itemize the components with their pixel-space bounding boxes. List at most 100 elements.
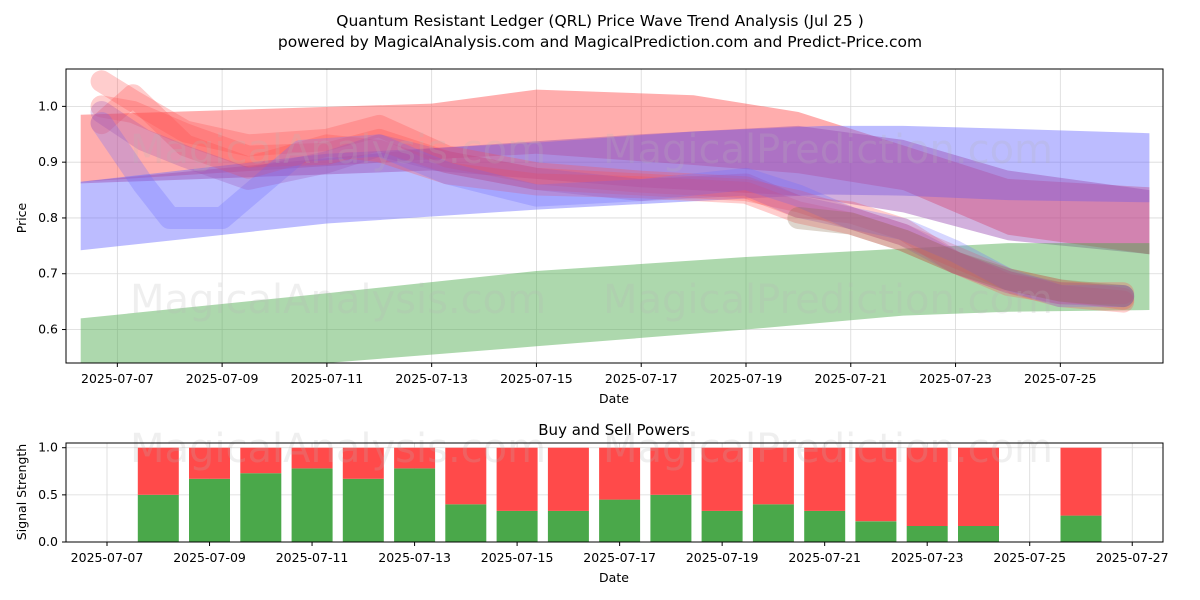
price-x-tick-label: 2025-07-15 <box>500 371 573 386</box>
buy-bar <box>137 494 179 542</box>
signal-plot-frame <box>65 442 1164 543</box>
signal-x-tick-label: 2025-07-15 <box>481 550 554 565</box>
sell-bar <box>906 447 948 526</box>
signal-x-tick-label: 2025-07-09 <box>173 550 246 565</box>
price-x-tick-label: 2025-07-09 <box>186 371 259 386</box>
sell-bar <box>496 447 538 511</box>
signal-y-tick-label: 0.5 <box>38 487 58 502</box>
sell-bar <box>752 447 794 505</box>
chart-title-line2: powered by MagicalAnalysis.com and Magic… <box>278 33 922 51</box>
sell-bar <box>394 447 436 469</box>
buy-bar <box>804 510 846 542</box>
price-x-tick-label: 2025-07-25 <box>1024 371 1097 386</box>
sell-bar <box>804 447 846 511</box>
buy-bar <box>958 526 999 542</box>
price-x-tick-label: 2025-07-21 <box>814 371 887 386</box>
buy-bar <box>445 504 487 542</box>
signal-x-axis: 2025-07-07 2025-07-09 2025-07-11 2025-07-13… <box>71 542 1169 565</box>
buy-bar <box>291 468 333 542</box>
price-bands <box>80 89 1150 363</box>
chart-title-line1: Quantum Resistant Ledger (QRL) Price Wav… <box>336 12 864 30</box>
price-x-tick-label: 2025-07-23 <box>919 371 992 386</box>
price-x-tick-label: 2025-07-19 <box>710 371 783 386</box>
watermark-prediction: MagicalPrediction.com <box>603 127 1053 173</box>
price-grid <box>66 69 1163 363</box>
buy-bar <box>701 510 743 542</box>
price-y-label: Price <box>14 202 29 233</box>
price-chart: MagicalAnalysis.com MagicalPrediction.co… <box>14 68 1164 406</box>
price-waves <box>90 70 1135 313</box>
signal-y-tick-label: 0.0 <box>38 534 58 549</box>
signal-x-tick-label: 2025-07-21 <box>788 550 861 565</box>
price-watermarks: MagicalAnalysis.com MagicalPrediction.co… <box>130 127 1053 323</box>
price-x-tick-label: 2025-07-13 <box>395 371 468 386</box>
price-x-tick-label: 2025-07-11 <box>291 371 364 386</box>
signal-x-tick-label: 2025-07-25 <box>993 550 1066 565</box>
buy-bar <box>752 504 794 542</box>
signal-y-label: Signal Strength <box>14 444 29 540</box>
purple-wave-line <box>90 101 1135 308</box>
signal-x-tick-label: 2025-07-11 <box>276 550 349 565</box>
price-y-tick-label: 0.7 <box>38 266 58 281</box>
buy-bar <box>189 478 230 542</box>
buy-bar <box>650 494 692 542</box>
green-band <box>80 243 1150 363</box>
watermark-analysis: MagicalAnalysis.com <box>130 277 546 323</box>
buy-bar <box>496 510 538 542</box>
price-x-tick-label: 2025-07-17 <box>605 371 678 386</box>
sell-bar <box>650 447 692 495</box>
red-wave-line <box>90 95 1135 310</box>
purple-band <box>80 125 1150 255</box>
price-y-tick-label: 1.0 <box>38 98 58 113</box>
watermark-prediction: MagicalPrediction.com <box>603 277 1053 323</box>
sell-bar <box>137 447 179 495</box>
price-y-axis: 0.6 0.7 0.8 0.9 1.0 <box>38 98 66 337</box>
sell-bar <box>342 447 384 479</box>
buy-bar <box>599 499 641 542</box>
price-x-tick-label: 2025-07-07 <box>81 371 154 386</box>
sell-bar <box>1060 447 1102 516</box>
price-y-tick-label: 0.9 <box>38 154 58 169</box>
signal-bars <box>137 447 1102 542</box>
sell-bar <box>445 447 487 505</box>
watermark-prediction: MagicalPrediction.com <box>603 426 1053 472</box>
signal-y-tick-label: 1.0 <box>38 440 58 455</box>
sell-bar <box>291 447 333 469</box>
blue-band <box>80 125 1150 251</box>
price-y-tick-label: 0.6 <box>38 322 58 337</box>
signal-x-tick-label: 2025-07-07 <box>71 550 144 565</box>
sell-bar <box>189 447 230 479</box>
brown-wave-line <box>787 207 1135 308</box>
signal-chart-title: Buy and Sell Powers <box>538 421 690 439</box>
sell-bar <box>240 447 282 474</box>
signal-x-tick-label: 2025-07-23 <box>891 550 964 565</box>
buy-bar <box>240 473 282 542</box>
sell-bar <box>855 447 897 522</box>
buy-bar <box>547 510 589 542</box>
signal-x-label: Date <box>599 570 629 585</box>
buy-bar <box>906 526 948 542</box>
signal-x-tick-label: 2025-07-17 <box>583 550 656 565</box>
red-wave-line <box>90 84 1135 313</box>
watermark-analysis: MagicalAnalysis.com <box>130 426 546 472</box>
buy-bar <box>342 478 384 542</box>
sell-bar <box>599 447 641 500</box>
red-band <box>80 89 1150 255</box>
signal-chart: Buy and Sell Powers MagicalAnalysis.com … <box>14 421 1169 585</box>
sell-bar <box>547 447 589 511</box>
price-plot-frame <box>65 68 1164 364</box>
signal-x-tick-label: 2025-07-27 <box>1096 550 1169 565</box>
price-x-label: Date <box>599 391 629 406</box>
buy-bar <box>394 468 436 542</box>
signal-y-axis: 0.0 0.5 1.0 <box>38 440 66 549</box>
price-y-tick-label: 0.8 <box>38 210 58 225</box>
red-wave-line <box>90 70 1135 305</box>
watermark-analysis: MagicalAnalysis.com <box>130 127 546 173</box>
price-x-axis: 2025-07-07 2025-07-09 2025-07-11 2025-07-13… <box>81 363 1097 386</box>
sell-bar <box>958 447 999 526</box>
signal-watermarks: MagicalAnalysis.com MagicalPrediction.co… <box>130 426 1053 472</box>
buy-bar <box>1060 515 1102 542</box>
signal-x-tick-label: 2025-07-19 <box>686 550 759 565</box>
buy-bar <box>855 521 897 542</box>
